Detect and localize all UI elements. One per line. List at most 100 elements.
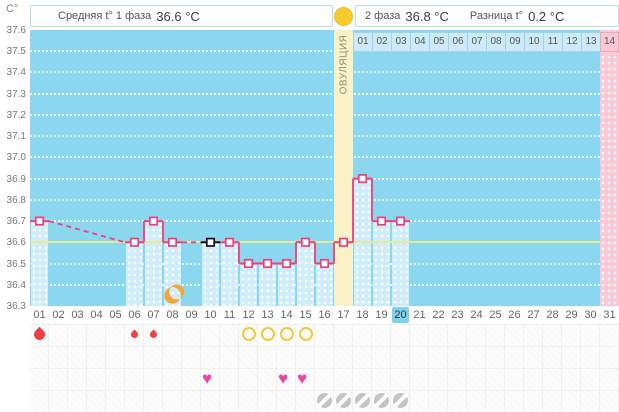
- y-axis-tick-label: 37.6: [6, 25, 26, 36]
- day-cell[interactable]: 17: [337, 309, 350, 321]
- temp-marker: [357, 174, 368, 184]
- gridline: [30, 50, 600, 53]
- gridline: [30, 220, 600, 223]
- day-cell[interactable]: 09: [185, 309, 198, 321]
- temperature-bar: [202, 242, 219, 306]
- day-cell[interactable]: 25: [489, 309, 502, 321]
- menstruation-icon[interactable]: [148, 329, 159, 339]
- y-axis-tick-label: 37.3: [6, 89, 26, 100]
- day-cell[interactable]: 08: [166, 309, 179, 321]
- pill-icon[interactable]: [393, 392, 408, 408]
- ovulation-test-icon[interactable]: [260, 327, 275, 341]
- day-cell[interactable]: 06: [128, 309, 141, 321]
- intercourse-heart-icon[interactable]: ♥: [278, 368, 289, 388]
- intercourse-heart-icon[interactable]: ♥: [297, 368, 308, 388]
- gridline: [30, 113, 600, 116]
- day-cell[interactable]: 27: [527, 309, 540, 321]
- ovulation-sun-icon: [334, 7, 353, 26]
- temp-difference-label: Разница t°: [469, 10, 524, 22]
- temp-marker: [167, 237, 178, 247]
- day-cell[interactable]: 10: [204, 309, 217, 321]
- y-axis-tick-label: 36.3: [6, 301, 26, 312]
- phase1-average-header: Средняя t° 1 фаза 36.6 °C: [30, 5, 333, 27]
- day-cell[interactable]: 29: [565, 309, 578, 321]
- temp-marker: [148, 216, 159, 226]
- y-axis-unit-label: C°: [6, 3, 19, 15]
- day-cell[interactable]: 21: [413, 309, 426, 321]
- day-cell[interactable]: 23: [451, 309, 464, 321]
- temp-marker: [300, 237, 311, 247]
- gridline: [30, 135, 600, 138]
- y-axis-tick-label: 37.2: [6, 110, 26, 121]
- temp-marker: [376, 216, 387, 226]
- pill-icon[interactable]: [374, 392, 389, 408]
- gridline: [30, 71, 600, 74]
- day-cell[interactable]: 24: [470, 309, 483, 321]
- pill-icon[interactable]: [355, 392, 370, 408]
- temp-marker: [319, 258, 330, 269]
- y-axis-tick-label: 37.1: [6, 131, 26, 142]
- day-cell[interactable]: 30: [584, 309, 597, 321]
- day-cell[interactable]: 19: [375, 309, 388, 321]
- phase2-value: 36.8 °C: [405, 8, 449, 24]
- day-cell[interactable]: 14: [280, 309, 293, 321]
- cycle-day-row: 01 02 03 04 05 06 07 08 09 10 11 12 13 14 15 16 17 18 19 20…: [30, 306, 619, 323]
- day-cell[interactable]: 15: [299, 309, 312, 321]
- day-cell[interactable]: 11: [223, 309, 236, 321]
- ovulation-test-icon[interactable]: [298, 327, 313, 341]
- temperature-bar: [316, 263, 333, 306]
- y-axis-tick-label: 37.5: [6, 46, 26, 57]
- day-cell[interactable]: 13: [261, 309, 274, 321]
- ovulation-test-icon[interactable]: [241, 327, 256, 341]
- intercourse-heart-icon[interactable]: ♥: [202, 368, 213, 388]
- day-cell[interactable]: 26: [508, 309, 521, 321]
- day-cell[interactable]: 02: [52, 309, 65, 321]
- y-axis-tick-label: 36.8: [6, 195, 26, 206]
- temperature-bar: [221, 242, 238, 306]
- temp-marker: [262, 258, 273, 269]
- day-cell[interactable]: 16: [318, 309, 331, 321]
- y-axis-tick-label: 36.7: [6, 216, 26, 227]
- gridline: [30, 198, 600, 201]
- y-axis-tick-label: 36.9: [6, 174, 26, 185]
- y-axis-tick-label: 37.0: [6, 152, 26, 163]
- phase1-value: 36.6 °C: [156, 8, 200, 24]
- temp-marker: [224, 237, 235, 247]
- ovulation-column: ОВУЛЯЦИЯ: [334, 30, 353, 306]
- moon-icon: [164, 284, 185, 304]
- day-cell[interactable]: 12: [242, 309, 255, 321]
- current-day-cell[interactable]: 20: [392, 307, 409, 323]
- temperature-bar: [297, 242, 314, 306]
- day-cell[interactable]: 22: [432, 309, 445, 321]
- temp-marker: [395, 216, 406, 226]
- temp-difference-value: 0.2 °C: [528, 8, 565, 24]
- day-cell[interactable]: 03: [71, 309, 84, 321]
- y-axis-tick-label: 36.5: [6, 259, 26, 270]
- temp-marker: [281, 258, 292, 269]
- menstruation-icon[interactable]: [129, 329, 140, 339]
- ovulation-test-icon[interactable]: [279, 327, 294, 341]
- gridline: [30, 156, 600, 159]
- cycle-events-grid[interactable]: ♥ ♥ ♥: [30, 323, 619, 412]
- y-axis-tick-label: 36.6: [6, 237, 26, 248]
- temperature-chart[interactable]: ОВУЛЯЦИЯ 01 02 03 04 05 06 07 08 09 10 11 12 13 14: [30, 30, 619, 306]
- y-axis-tick-label: 37.4: [6, 67, 26, 78]
- pill-icon[interactable]: [317, 392, 332, 408]
- pill-icon[interactable]: [336, 392, 351, 408]
- day-cell[interactable]: 28: [546, 309, 559, 321]
- temperature-bar: [126, 242, 143, 306]
- day-cell[interactable]: 05: [109, 309, 122, 321]
- day-cell[interactable]: 01: [33, 309, 46, 321]
- temperature-bar: [259, 263, 276, 306]
- day-cell[interactable]: 04: [90, 309, 103, 321]
- day-cell[interactable]: 18: [356, 309, 369, 321]
- y-axis-tick-label: 36.4: [6, 280, 26, 291]
- day-cell[interactable]: 07: [147, 309, 160, 321]
- day-cell[interactable]: 31: [603, 309, 616, 321]
- excluded-temp-marker: [205, 237, 216, 247]
- menstruation-icon[interactable]: [31, 326, 48, 342]
- phase2-day-cell: 08: [486, 32, 506, 52]
- gridline: [30, 177, 600, 180]
- phase2-label: 2 фаза: [365, 10, 401, 22]
